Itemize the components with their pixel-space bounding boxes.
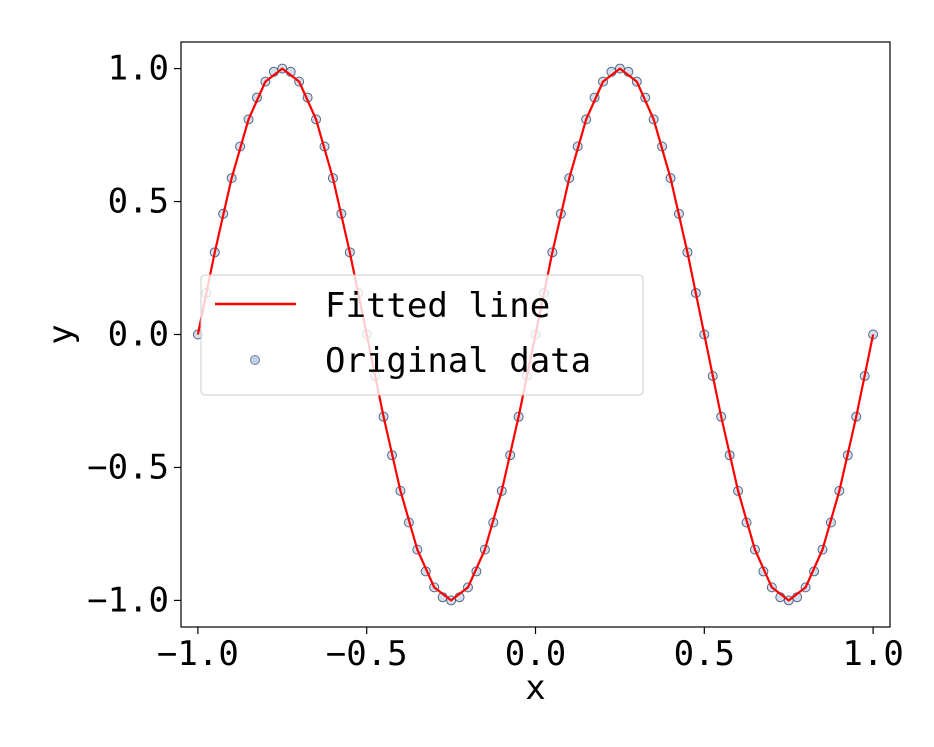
legend-original-data-swatch: [250, 355, 260, 365]
x-tick-label: 0.0: [505, 634, 566, 674]
y-tick-label: 1.0: [108, 49, 169, 89]
y-tick-label: −0.5: [87, 447, 169, 487]
y-axis-ticks: −1.0 −0.5 0.0 0.5 1.0: [87, 49, 181, 620]
y-axis-label: y: [41, 324, 81, 344]
x-tick-label: −1.0: [157, 634, 239, 674]
y-tick-label: −1.0: [87, 580, 169, 620]
legend-fitted-line-label: Fitted line: [325, 286, 550, 326]
x-tick-label: −0.5: [326, 634, 408, 674]
x-axis-label: x: [525, 668, 545, 708]
legend-original-data-label: Original data: [325, 341, 591, 381]
x-tick-label: 0.5: [674, 634, 735, 674]
legend-box: [200, 274, 644, 396]
y-tick-label: 0.0: [108, 315, 169, 355]
legend: Fitted line Original data: [200, 274, 644, 396]
x-tick-label: 1.0: [842, 634, 903, 674]
y-tick-label: 0.5: [108, 182, 169, 222]
x-axis-ticks: −1.0 −0.5 0.0 0.5 1.0: [157, 627, 904, 674]
